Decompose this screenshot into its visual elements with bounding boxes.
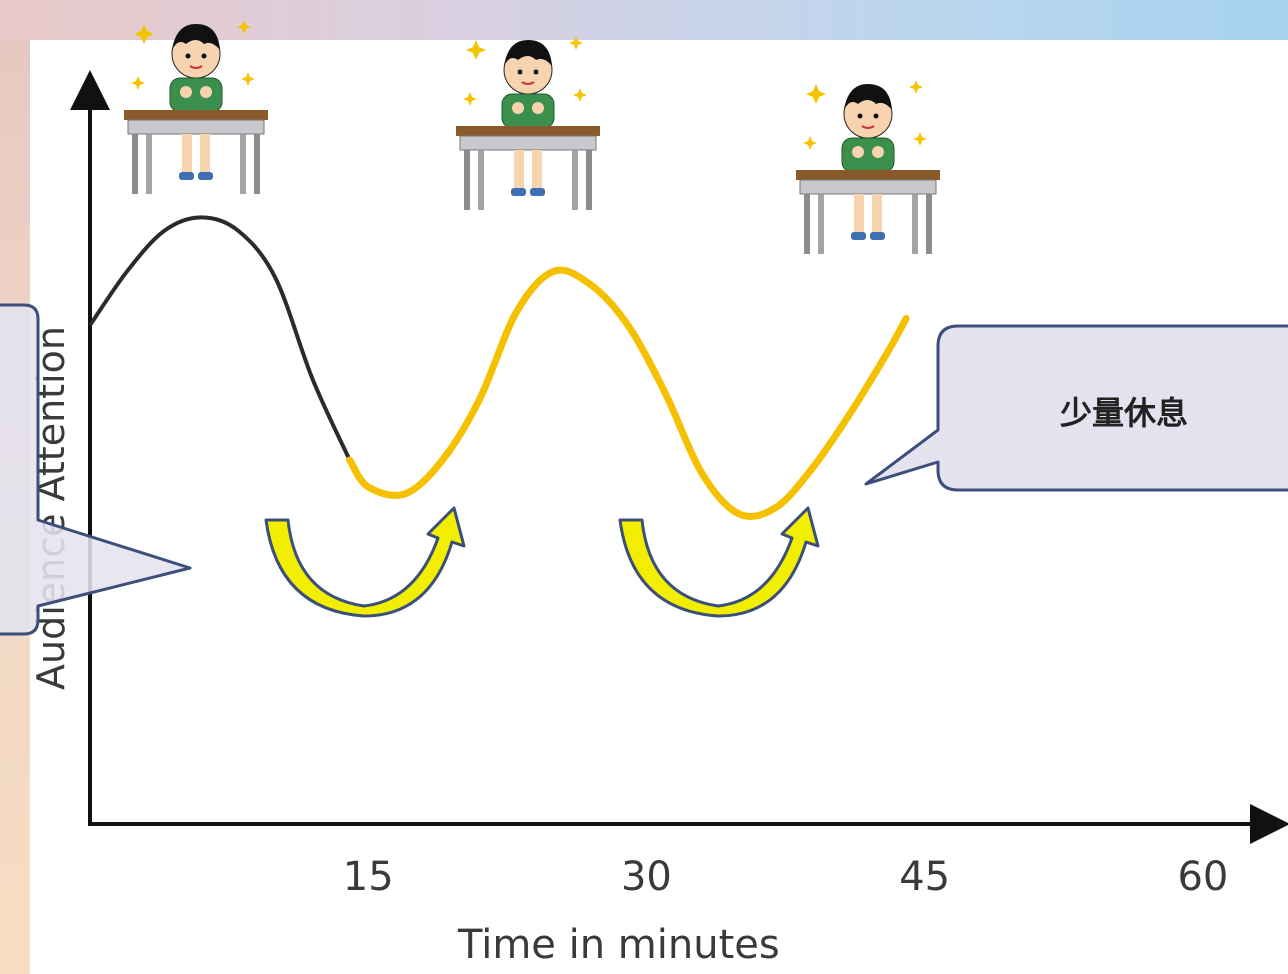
x-tick-labels: 15 30 45 60 <box>343 854 1229 900</box>
right-callout-text: 少量休息 <box>1060 394 1188 432</box>
break-arrow-icon <box>618 506 820 618</box>
student-at-desk-icon <box>455 35 601 211</box>
chart-panel <box>30 40 1288 974</box>
x-tick-label: 30 <box>621 854 672 900</box>
x-tick-label: 45 <box>899 854 950 900</box>
right-callout <box>864 324 1288 492</box>
x-tick-label: 15 <box>343 854 394 900</box>
series-line-initial <box>88 215 352 461</box>
break-arrow-icon <box>264 506 466 618</box>
left-callout <box>0 303 192 636</box>
student-at-desk-icon <box>123 19 269 195</box>
x-axis-label: Time in minutes <box>457 922 780 968</box>
x-tick-label: 60 <box>1177 854 1228 900</box>
series-line-with-breaks <box>346 266 910 520</box>
student-at-desk-icon <box>795 79 941 255</box>
